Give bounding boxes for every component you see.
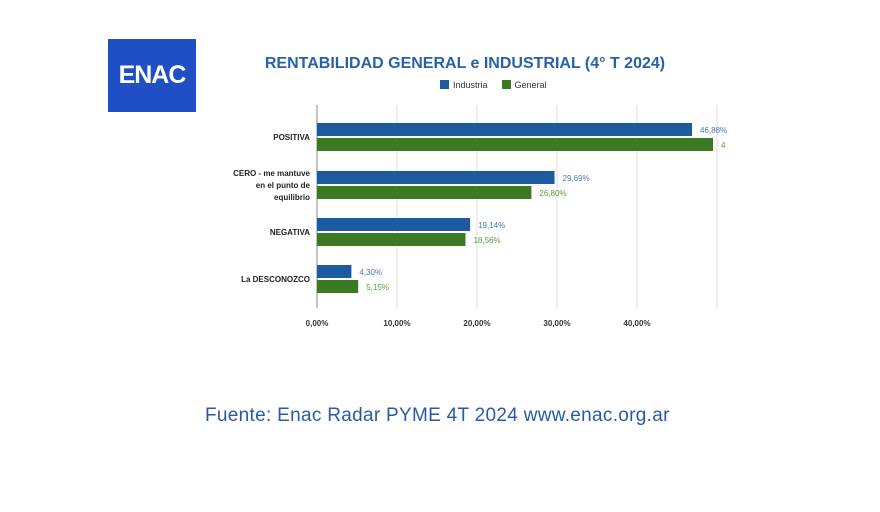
bar-general	[317, 186, 532, 199]
source-footer: Fuente: Enac Radar PYME 4T 2024 www.enac…	[205, 405, 670, 426]
x-tick-label: 20,00%	[463, 319, 490, 328]
data-label: 4	[721, 141, 726, 150]
chart-title: RENTABILIDAD GENERAL e INDUSTRIAL (4° T …	[264, 55, 666, 72]
category-label: equilibrio	[274, 193, 310, 202]
x-tick-label: 30,00%	[543, 319, 570, 328]
category-label: NEGATIVA	[270, 228, 310, 237]
category-label: La DESCONOZCO	[241, 275, 310, 284]
x-tick-label: 40,00%	[623, 319, 650, 328]
data-label: 5,15%	[366, 283, 389, 292]
x-tick-label: 0,00%	[306, 319, 329, 328]
data-label: 19,14%	[478, 221, 505, 230]
category-label: CERO - me mantuve	[233, 169, 310, 178]
bar-industria	[317, 171, 555, 184]
data-label: 4,30%	[359, 268, 382, 277]
legend-label: General	[514, 80, 547, 90]
data-label: 26,80%	[539, 189, 566, 198]
bar-industria	[317, 265, 352, 278]
bar-general	[317, 138, 713, 151]
bar-general	[317, 233, 466, 246]
legend-item-industria: Industria	[440, 80, 488, 90]
data-label: 29,69%	[563, 174, 590, 183]
category-label: en el punto de	[256, 181, 311, 190]
legend-label: Industria	[453, 80, 488, 90]
bar-industria	[317, 218, 471, 231]
chart-legend: Industria General	[440, 80, 547, 90]
legend-item-general: General	[501, 80, 547, 90]
bar-industria	[317, 123, 693, 136]
data-label: 46,88%	[700, 126, 727, 135]
enac-logo: ENAC	[108, 39, 196, 112]
data-label: 18,56%	[473, 236, 500, 245]
category-label: POSITIVA	[273, 133, 310, 142]
bar-general	[317, 280, 359, 293]
x-tick-label: 10,00%	[383, 319, 410, 328]
